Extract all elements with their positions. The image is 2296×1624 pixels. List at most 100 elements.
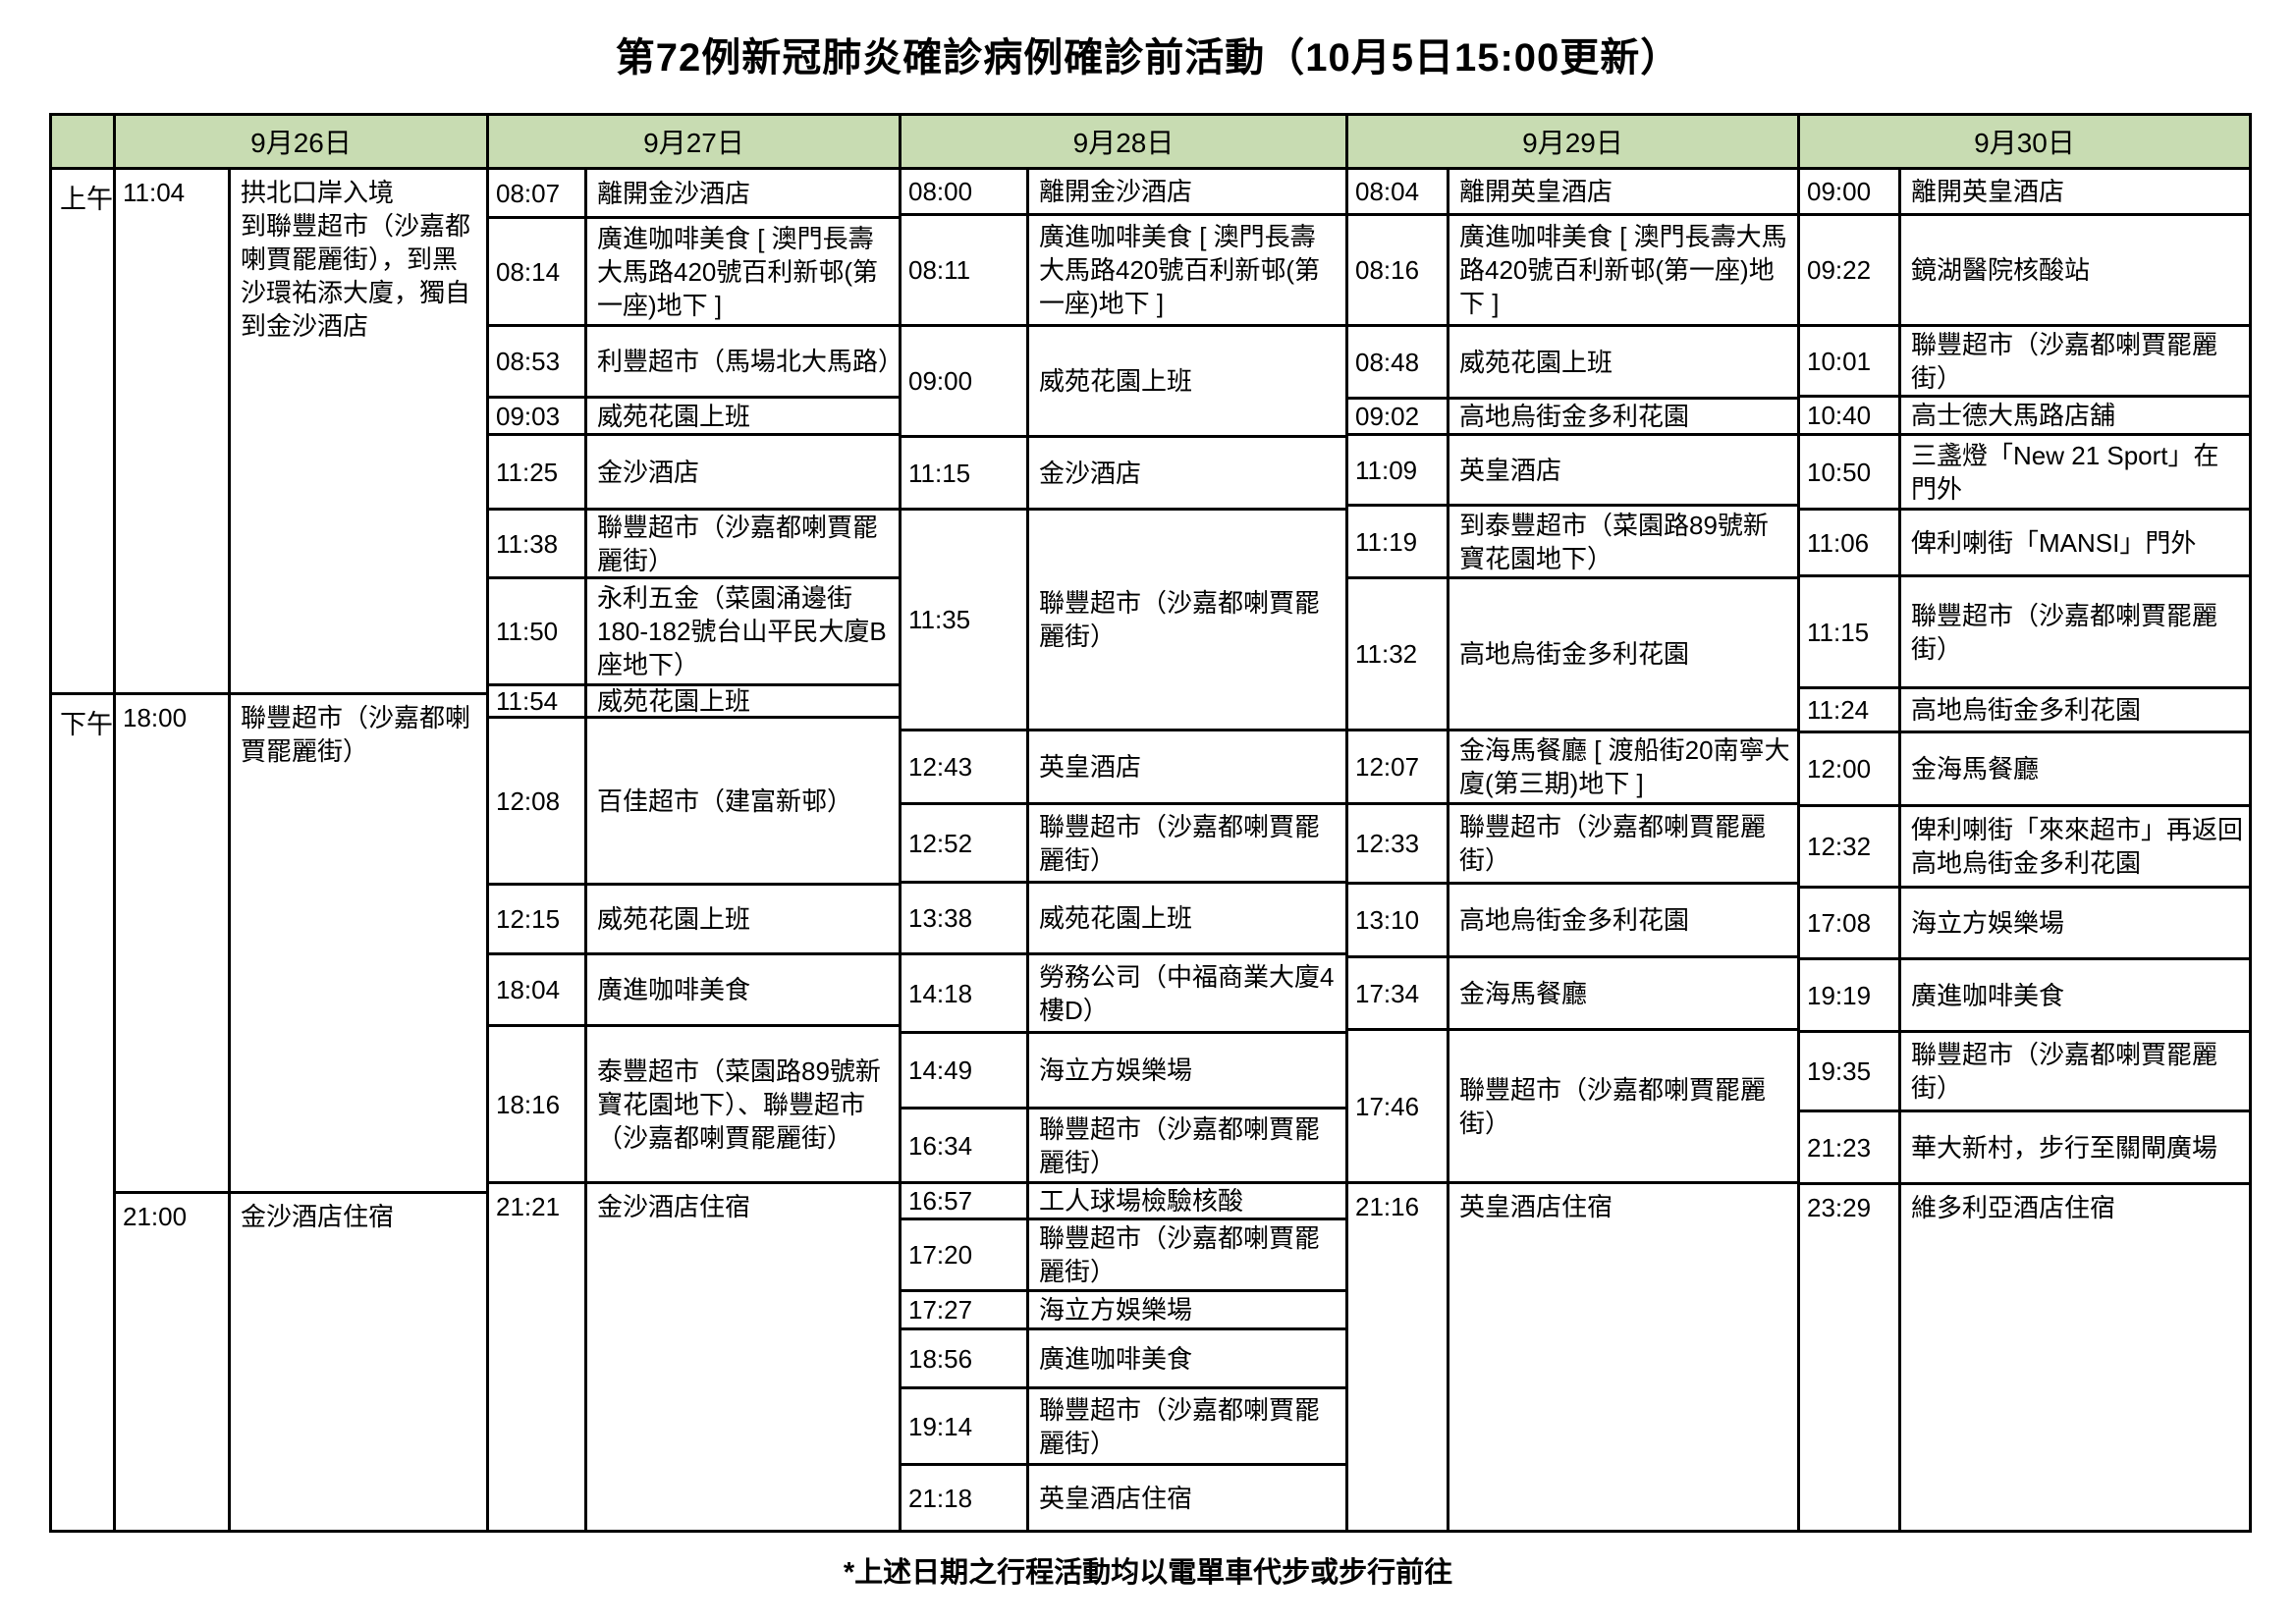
activity-cell: 三盞燈「New 21 Sport」在門外 bbox=[1901, 436, 2252, 511]
time-cell: 19:19 bbox=[1800, 960, 1901, 1033]
period-column: 上午 下午 bbox=[52, 116, 116, 1533]
entry-row: 19:35 聯豐超市（沙嘉都喇賈罷麗街） bbox=[1800, 1033, 2252, 1112]
page-title: 第72例新冠肺炎確診病例確診前活動（10月5日15:00更新） bbox=[615, 36, 1681, 80]
activity-cell: 聯豐超市（沙嘉都喇賈罷麗街） bbox=[231, 695, 489, 1194]
time-cell: 21:16 bbox=[1348, 1184, 1449, 1533]
time-cell: 08:14 bbox=[489, 219, 587, 327]
entry-row: 18:16 泰豐超市（菜園路89號新寶花園地下）、聯豐超市（沙嘉都喇賈罷麗街） bbox=[489, 1027, 902, 1184]
activity-cell: 離開金沙酒店 bbox=[1029, 170, 1348, 216]
date-header: 9月28日 bbox=[902, 116, 1348, 170]
entry-row: 16:57 工人球場檢驗核酸 bbox=[902, 1184, 1348, 1220]
date-header: 9月27日 bbox=[489, 116, 902, 170]
activity-cell: 利豐超市（馬場北大馬路） bbox=[587, 327, 902, 399]
time-cell: 11:09 bbox=[1348, 436, 1449, 507]
time-cell: 11:38 bbox=[489, 511, 587, 579]
entry-row: 08:00 離開金沙酒店 bbox=[902, 170, 1348, 216]
entry-row: 08:11 廣進咖啡美食 [ 澳門長壽大馬路420號百利新邨(第一座)地下 ] bbox=[902, 216, 1348, 327]
activity-cell: 海立方娛樂場 bbox=[1901, 889, 2252, 960]
time-cell: 11:24 bbox=[1800, 689, 1901, 733]
activity-cell: 維多利亞酒店住宿 bbox=[1901, 1185, 2252, 1533]
time-cell: 08:11 bbox=[902, 216, 1029, 327]
entry-row: 10:50 三盞燈「New 21 Sport」在門外 bbox=[1800, 436, 2252, 511]
activity-cell: 聯豐超市（沙嘉都喇賈罷麗街） bbox=[587, 511, 902, 579]
activity-table: 上午 下午 9月26日 11:04 拱北口岸入境 到聯豐超市（沙嘉都喇賈罷麗街），到黑沙… bbox=[49, 113, 2252, 1533]
entry-row: 12:08 百佳超市（建富新邨） bbox=[489, 719, 902, 886]
activity-cell: 到泰豐超市（菜園路89號新寶花園地下） bbox=[1449, 507, 1800, 579]
time-cell: 11:54 bbox=[489, 686, 587, 719]
activity-cell: 拱北口岸入境 到聯豐超市（沙嘉都喇賈罷麗街），到黑沙環祐添大廈，獨自到金沙酒店 bbox=[231, 170, 489, 695]
activity-cell: 永利五金（菜園涌邊街180-182號台山平民大廈B座地下） bbox=[587, 579, 902, 686]
activity-cell: 聯豐超市（沙嘉都喇賈罷麗街） bbox=[1029, 1110, 1348, 1184]
time-cell: 12:08 bbox=[489, 719, 587, 886]
entry-row: 08:53 利豐超市（馬場北大馬路） bbox=[489, 327, 902, 399]
activity-cell: 廣進咖啡美食 bbox=[1029, 1330, 1348, 1389]
entry-row: 21:21 金沙酒店住宿 bbox=[489, 1184, 902, 1533]
time-cell: 23:29 bbox=[1800, 1185, 1901, 1533]
time-cell: 11:25 bbox=[489, 436, 587, 511]
activity-cell: 勞務公司（中福商業大廈4樓D） bbox=[1029, 955, 1348, 1034]
time-cell: 09:03 bbox=[489, 399, 587, 436]
activity-cell: 高地烏街金多利花園 bbox=[1449, 885, 1800, 958]
activity-cell: 廣進咖啡美食 [ 澳門長壽大馬路420號百利新邨(第一座)地下 ] bbox=[1449, 216, 1800, 327]
time-cell: 17:27 bbox=[902, 1292, 1029, 1330]
time-cell: 12:32 bbox=[1800, 807, 1901, 889]
activity-cell: 英皇酒店 bbox=[1449, 436, 1800, 507]
entry-row: 10:01 聯豐超市（沙嘉都喇賈罷麗街） bbox=[1800, 327, 2252, 398]
activity-cell: 工人球場檢驗核酸 bbox=[1029, 1184, 1348, 1220]
time-cell: 11:04 bbox=[116, 170, 231, 695]
time-cell: 18:16 bbox=[489, 1027, 587, 1184]
time-cell: 11:35 bbox=[902, 511, 1029, 731]
date-header: 9月30日 bbox=[1800, 116, 2252, 170]
activity-cell: 聯豐超市（沙嘉都喇賈罷麗街） bbox=[1029, 805, 1348, 884]
entry-row: 16:34 聯豐超市（沙嘉都喇賈罷麗街） bbox=[902, 1110, 1348, 1184]
activity-cell: 俾利喇街「來來超市」再返回高地烏街金多利花園 bbox=[1901, 807, 2252, 889]
time-cell: 13:10 bbox=[1348, 885, 1449, 958]
entry-row: 11:24 高地烏街金多利花園 bbox=[1800, 689, 2252, 733]
entry-row: 18:56 廣進咖啡美食 bbox=[902, 1330, 1348, 1389]
activity-cell: 英皇酒店 bbox=[1029, 731, 1348, 805]
period-label-afternoon: 下午 bbox=[52, 695, 116, 1533]
time-cell: 11:32 bbox=[1348, 579, 1449, 731]
activity-cell: 華大新村，步行至關閘廣場 bbox=[1901, 1112, 2252, 1185]
activity-cell: 高地烏街金多利花園 bbox=[1901, 689, 2252, 733]
entry-row: 11:32 高地烏街金多利花園 bbox=[1348, 579, 1800, 731]
day-column-3: 9月29日 08:04 離開英皇酒店 08:16 廣進咖啡美食 [ 澳門長壽大馬路420… bbox=[1348, 116, 1800, 1533]
time-cell: 09:00 bbox=[1800, 170, 1901, 216]
time-cell: 14:49 bbox=[902, 1034, 1029, 1110]
time-cell: 18:04 bbox=[489, 955, 587, 1027]
time-cell: 12:52 bbox=[902, 805, 1029, 884]
entry-row: 12:32 俾利喇街「來來超市」再返回高地烏街金多利花園 bbox=[1800, 807, 2252, 889]
time-cell: 16:34 bbox=[902, 1110, 1029, 1184]
entry-row: 21:23 華大新村，步行至關閘廣場 bbox=[1800, 1112, 2252, 1185]
time-cell: 12:07 bbox=[1348, 731, 1449, 805]
activity-cell: 百佳超市（建富新邨） bbox=[587, 719, 902, 886]
entry-row: 12:15 威苑花園上班 bbox=[489, 886, 902, 955]
time-cell: 12:15 bbox=[489, 886, 587, 955]
time-cell: 09:22 bbox=[1800, 216, 1901, 327]
activity-cell: 聯豐超市（沙嘉都喇賈罷麗街） bbox=[1449, 1031, 1800, 1184]
entry-row: 18:00 聯豐超市（沙嘉都喇賈罷麗街） bbox=[116, 695, 489, 1194]
entry-row: 21:00 金沙酒店住宿 bbox=[116, 1194, 489, 1533]
time-cell: 08:00 bbox=[902, 170, 1029, 216]
time-cell: 13:38 bbox=[902, 884, 1029, 955]
time-cell: 18:00 bbox=[116, 695, 231, 1194]
time-cell: 11:06 bbox=[1800, 511, 1901, 577]
time-cell: 12:00 bbox=[1800, 733, 1901, 807]
entry-row: 12:07 金海馬餐廳 [ 渡船街20南寧大廈(第三期)地下 ] bbox=[1348, 731, 1800, 805]
entry-row: 11:25 金沙酒店 bbox=[489, 436, 902, 511]
activity-cell: 金海馬餐廳 [ 渡船街20南寧大廈(第三期)地下 ] bbox=[1449, 731, 1800, 805]
time-cell: 19:14 bbox=[902, 1389, 1029, 1466]
entry-row: 23:29 維多利亞酒店住宿 bbox=[1800, 1185, 2252, 1533]
entry-row: 11:50 永利五金（菜園涌邊街180-182號台山平民大廈B座地下） bbox=[489, 579, 902, 686]
day-column-2: 9月28日 08:00 離開金沙酒店 08:11 廣進咖啡美食 [ 澳門長壽大馬路420… bbox=[902, 116, 1348, 1533]
entry-row: 08:48 威苑花園上班 bbox=[1348, 327, 1800, 400]
entry-row: 08:14 廣進咖啡美食 [ 澳門長壽大馬路420號百利新邨(第一座)地下 ] bbox=[489, 219, 902, 327]
activity-cell: 海立方娛樂場 bbox=[1029, 1292, 1348, 1330]
entry-row: 08:04 離開英皇酒店 bbox=[1348, 170, 1800, 216]
day-column-1: 9月27日 08:07 離開金沙酒店 08:14 廣進咖啡美食 [ 澳門長壽大馬路420… bbox=[489, 116, 902, 1533]
time-cell: 08:16 bbox=[1348, 216, 1449, 327]
corner-cell bbox=[52, 116, 116, 170]
activity-cell: 金海馬餐廳 bbox=[1901, 733, 2252, 807]
time-cell: 08:53 bbox=[489, 327, 587, 399]
activity-cell: 廣進咖啡美食 bbox=[587, 955, 902, 1027]
